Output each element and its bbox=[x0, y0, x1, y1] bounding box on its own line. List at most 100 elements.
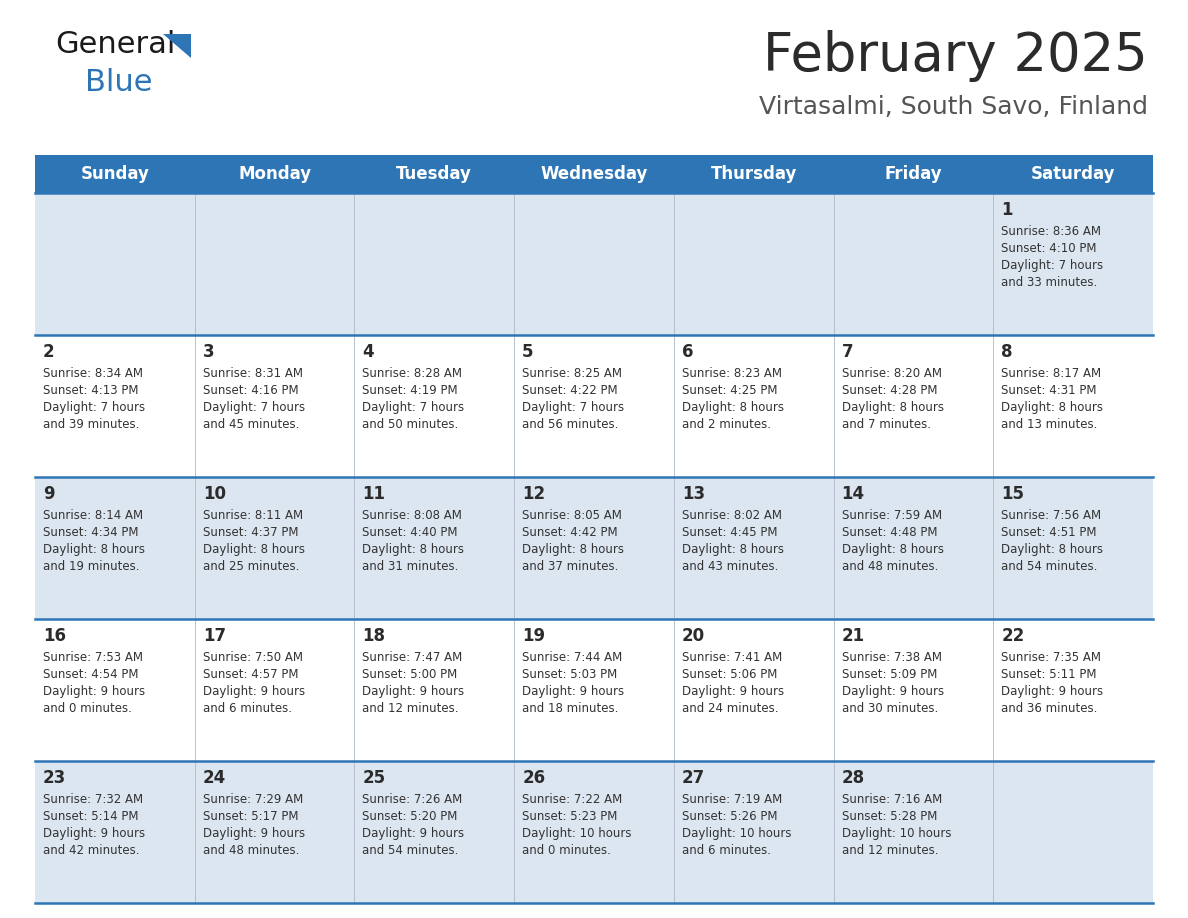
Text: Daylight: 9 hours: Daylight: 9 hours bbox=[682, 685, 784, 698]
Text: Sunset: 4:28 PM: Sunset: 4:28 PM bbox=[841, 384, 937, 397]
Text: Daylight: 8 hours: Daylight: 8 hours bbox=[682, 543, 784, 556]
Bar bbox=[34, 477, 1154, 619]
Text: Sunrise: 7:32 AM: Sunrise: 7:32 AM bbox=[43, 793, 143, 806]
Text: Daylight: 8 hours: Daylight: 8 hours bbox=[682, 401, 784, 414]
Text: Sunset: 5:00 PM: Sunset: 5:00 PM bbox=[362, 668, 457, 681]
Text: 24: 24 bbox=[203, 769, 226, 787]
Text: Daylight: 7 hours: Daylight: 7 hours bbox=[523, 401, 624, 414]
Text: Sunset: 5:11 PM: Sunset: 5:11 PM bbox=[1001, 668, 1097, 681]
Text: Sunset: 4:16 PM: Sunset: 4:16 PM bbox=[203, 384, 298, 397]
Text: Daylight: 8 hours: Daylight: 8 hours bbox=[1001, 543, 1104, 556]
Text: Daylight: 9 hours: Daylight: 9 hours bbox=[43, 685, 145, 698]
Text: Daylight: 10 hours: Daylight: 10 hours bbox=[682, 827, 791, 840]
Text: Sunrise: 7:38 AM: Sunrise: 7:38 AM bbox=[841, 651, 942, 664]
Text: Saturday: Saturday bbox=[1031, 165, 1116, 183]
Text: 16: 16 bbox=[43, 627, 67, 645]
Text: Sunset: 4:57 PM: Sunset: 4:57 PM bbox=[203, 668, 298, 681]
Text: Friday: Friday bbox=[885, 165, 942, 183]
Text: Sunrise: 7:59 AM: Sunrise: 7:59 AM bbox=[841, 509, 942, 522]
Text: Tuesday: Tuesday bbox=[397, 165, 472, 183]
Text: Sunset: 4:31 PM: Sunset: 4:31 PM bbox=[1001, 384, 1097, 397]
Text: Sunset: 5:06 PM: Sunset: 5:06 PM bbox=[682, 668, 777, 681]
Text: Sunrise: 7:19 AM: Sunrise: 7:19 AM bbox=[682, 793, 782, 806]
Text: 27: 27 bbox=[682, 769, 706, 787]
Text: 21: 21 bbox=[841, 627, 865, 645]
Text: Daylight: 9 hours: Daylight: 9 hours bbox=[203, 827, 305, 840]
Text: Sunset: 5:28 PM: Sunset: 5:28 PM bbox=[841, 810, 937, 823]
Text: Sunset: 5:20 PM: Sunset: 5:20 PM bbox=[362, 810, 457, 823]
Text: 5: 5 bbox=[523, 343, 533, 361]
Text: Sunrise: 8:36 AM: Sunrise: 8:36 AM bbox=[1001, 225, 1101, 238]
Text: Sunset: 4:54 PM: Sunset: 4:54 PM bbox=[43, 668, 139, 681]
Text: Sunrise: 8:31 AM: Sunrise: 8:31 AM bbox=[203, 367, 303, 380]
Text: 8: 8 bbox=[1001, 343, 1013, 361]
Text: and 48 minutes.: and 48 minutes. bbox=[841, 560, 939, 573]
Bar bbox=[34, 761, 1154, 903]
Text: and 7 minutes.: and 7 minutes. bbox=[841, 418, 930, 431]
Text: Sunrise: 7:56 AM: Sunrise: 7:56 AM bbox=[1001, 509, 1101, 522]
Text: Sunday: Sunday bbox=[81, 165, 150, 183]
Text: 4: 4 bbox=[362, 343, 374, 361]
Bar bbox=[34, 619, 1154, 761]
Bar bbox=[34, 335, 1154, 477]
Text: Blue: Blue bbox=[86, 68, 152, 97]
Text: Sunset: 4:40 PM: Sunset: 4:40 PM bbox=[362, 526, 457, 539]
Bar bbox=[34, 155, 1154, 193]
Text: Sunset: 5:03 PM: Sunset: 5:03 PM bbox=[523, 668, 618, 681]
Text: 10: 10 bbox=[203, 485, 226, 503]
Text: and 43 minutes.: and 43 minutes. bbox=[682, 560, 778, 573]
Text: Daylight: 9 hours: Daylight: 9 hours bbox=[841, 685, 943, 698]
Text: Sunrise: 7:41 AM: Sunrise: 7:41 AM bbox=[682, 651, 782, 664]
Text: 28: 28 bbox=[841, 769, 865, 787]
Text: Sunset: 5:26 PM: Sunset: 5:26 PM bbox=[682, 810, 777, 823]
Text: Daylight: 8 hours: Daylight: 8 hours bbox=[841, 543, 943, 556]
Text: and 37 minutes.: and 37 minutes. bbox=[523, 560, 619, 573]
Text: Sunrise: 7:50 AM: Sunrise: 7:50 AM bbox=[203, 651, 303, 664]
Text: and 24 minutes.: and 24 minutes. bbox=[682, 702, 778, 715]
Text: and 36 minutes.: and 36 minutes. bbox=[1001, 702, 1098, 715]
Text: Sunset: 5:23 PM: Sunset: 5:23 PM bbox=[523, 810, 618, 823]
Text: 26: 26 bbox=[523, 769, 545, 787]
Text: Daylight: 8 hours: Daylight: 8 hours bbox=[523, 543, 624, 556]
Text: 2: 2 bbox=[43, 343, 55, 361]
Text: Daylight: 7 hours: Daylight: 7 hours bbox=[1001, 259, 1104, 272]
Text: and 18 minutes.: and 18 minutes. bbox=[523, 702, 619, 715]
Text: 7: 7 bbox=[841, 343, 853, 361]
Text: 13: 13 bbox=[682, 485, 704, 503]
Text: 18: 18 bbox=[362, 627, 385, 645]
Text: February 2025: February 2025 bbox=[763, 30, 1148, 82]
Text: Daylight: 7 hours: Daylight: 7 hours bbox=[362, 401, 465, 414]
Text: 22: 22 bbox=[1001, 627, 1024, 645]
Text: 19: 19 bbox=[523, 627, 545, 645]
Text: Sunset: 4:13 PM: Sunset: 4:13 PM bbox=[43, 384, 139, 397]
Text: 23: 23 bbox=[43, 769, 67, 787]
Text: Sunset: 4:10 PM: Sunset: 4:10 PM bbox=[1001, 242, 1097, 255]
Text: and 31 minutes.: and 31 minutes. bbox=[362, 560, 459, 573]
Text: Daylight: 8 hours: Daylight: 8 hours bbox=[203, 543, 304, 556]
Text: Daylight: 10 hours: Daylight: 10 hours bbox=[841, 827, 952, 840]
Text: Sunset: 5:09 PM: Sunset: 5:09 PM bbox=[841, 668, 937, 681]
Text: Sunrise: 8:14 AM: Sunrise: 8:14 AM bbox=[43, 509, 143, 522]
Text: Sunset: 4:19 PM: Sunset: 4:19 PM bbox=[362, 384, 459, 397]
Text: and 45 minutes.: and 45 minutes. bbox=[203, 418, 299, 431]
Text: and 54 minutes.: and 54 minutes. bbox=[1001, 560, 1098, 573]
Text: Sunrise: 8:02 AM: Sunrise: 8:02 AM bbox=[682, 509, 782, 522]
Text: General: General bbox=[55, 30, 176, 59]
Text: Daylight: 9 hours: Daylight: 9 hours bbox=[203, 685, 305, 698]
Text: Sunrise: 7:26 AM: Sunrise: 7:26 AM bbox=[362, 793, 462, 806]
Text: Sunrise: 7:29 AM: Sunrise: 7:29 AM bbox=[203, 793, 303, 806]
Text: Daylight: 7 hours: Daylight: 7 hours bbox=[203, 401, 305, 414]
Text: Virtasalmi, South Savo, Finland: Virtasalmi, South Savo, Finland bbox=[759, 95, 1148, 119]
Text: Daylight: 9 hours: Daylight: 9 hours bbox=[362, 827, 465, 840]
Text: and 2 minutes.: and 2 minutes. bbox=[682, 418, 771, 431]
Text: and 33 minutes.: and 33 minutes. bbox=[1001, 276, 1098, 289]
Text: Sunset: 4:45 PM: Sunset: 4:45 PM bbox=[682, 526, 777, 539]
Text: 14: 14 bbox=[841, 485, 865, 503]
Text: Sunrise: 8:28 AM: Sunrise: 8:28 AM bbox=[362, 367, 462, 380]
Text: Sunset: 5:17 PM: Sunset: 5:17 PM bbox=[203, 810, 298, 823]
Text: and 6 minutes.: and 6 minutes. bbox=[682, 844, 771, 857]
Text: Daylight: 7 hours: Daylight: 7 hours bbox=[43, 401, 145, 414]
Text: and 6 minutes.: and 6 minutes. bbox=[203, 702, 292, 715]
Text: 17: 17 bbox=[203, 627, 226, 645]
Text: and 25 minutes.: and 25 minutes. bbox=[203, 560, 299, 573]
